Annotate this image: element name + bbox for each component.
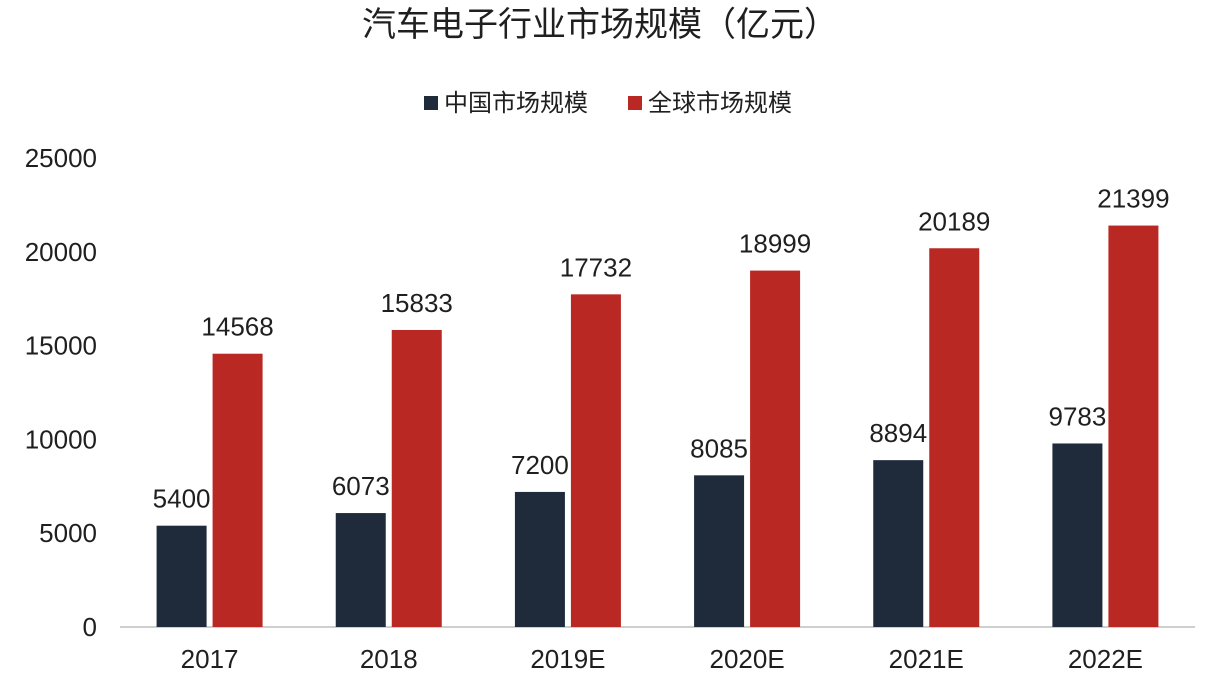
x-axis: 2017 2018 2019E 2020E 2021E 2022E bbox=[181, 644, 1143, 674]
bar-global bbox=[212, 353, 263, 627]
y-tick-label: 15000 bbox=[25, 331, 97, 361]
chart-title: 汽车电子行业市场规模（亿元） bbox=[362, 5, 838, 45]
data-label: 8085 bbox=[690, 433, 748, 463]
bar-global bbox=[570, 294, 621, 627]
legend: 中国市场规模 全球市场规模 bbox=[424, 89, 792, 117]
bar-global bbox=[391, 329, 442, 627]
bar-global bbox=[1108, 225, 1159, 628]
data-label: 9783 bbox=[1048, 401, 1106, 431]
bar-china bbox=[514, 491, 565, 627]
x-tick-label: 2017 bbox=[181, 644, 239, 674]
y-tick-label: 5000 bbox=[39, 518, 97, 548]
bar-china bbox=[335, 513, 386, 627]
data-label: 6073 bbox=[332, 471, 390, 501]
x-tick-label: 2018 bbox=[360, 644, 418, 674]
data-label: 5400 bbox=[153, 484, 211, 514]
data-label: 8894 bbox=[869, 418, 927, 448]
x-tick-label: 2019E bbox=[530, 644, 605, 674]
data-label: 20189 bbox=[918, 206, 990, 236]
y-tick-label: 20000 bbox=[25, 237, 97, 267]
data-label: 7200 bbox=[511, 450, 569, 480]
bar-global bbox=[929, 248, 980, 627]
bar-china bbox=[1052, 443, 1103, 627]
data-label: 21399 bbox=[1097, 184, 1169, 214]
y-tick-label: 10000 bbox=[25, 424, 97, 454]
x-tick-label: 2021E bbox=[889, 644, 964, 674]
data-label: 14568 bbox=[201, 312, 273, 342]
y-tick-label: 25000 bbox=[25, 143, 97, 173]
legend-swatch-global bbox=[628, 96, 642, 110]
bars: 5400 14568 6073 15833 7200 17732 8085 18999 8894… bbox=[153, 184, 1170, 628]
y-axis: 0 5000 10000 15000 20000 25000 bbox=[25, 143, 97, 642]
bar-china bbox=[694, 475, 745, 627]
legend-label-china: 中国市场规模 bbox=[444, 89, 588, 117]
data-label: 18999 bbox=[739, 229, 811, 259]
bar-china bbox=[873, 460, 924, 627]
legend-swatch-china bbox=[424, 96, 438, 110]
data-label: 15833 bbox=[381, 288, 453, 318]
bar-global bbox=[750, 270, 801, 627]
x-tick-label: 2020E bbox=[709, 644, 784, 674]
data-label: 17732 bbox=[560, 252, 632, 282]
legend-label-global: 全球市场规模 bbox=[648, 89, 792, 117]
bar-china bbox=[156, 525, 207, 627]
y-tick-label: 0 bbox=[83, 612, 97, 642]
x-tick-label: 2022E bbox=[1068, 644, 1143, 674]
